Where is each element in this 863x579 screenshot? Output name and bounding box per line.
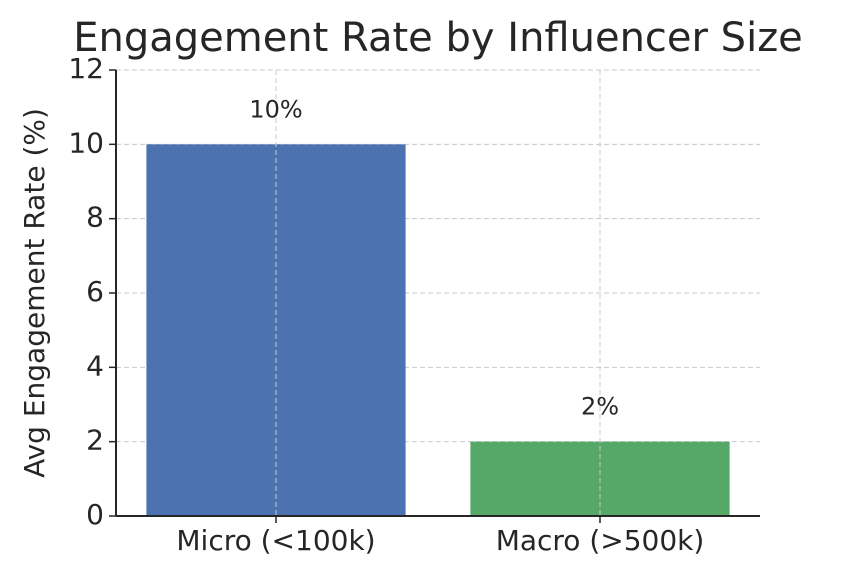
y-axis-label: Avg Engagement Rate (%) xyxy=(18,108,51,478)
value-label: 2% xyxy=(581,393,619,421)
value-label: 10% xyxy=(249,95,302,123)
y-tick-label: 12 xyxy=(68,52,104,85)
y-tick-label: 4 xyxy=(86,349,104,382)
x-tick-label: Micro (<100k) xyxy=(176,524,375,557)
y-tick-label: 8 xyxy=(86,201,104,234)
y-tick-label: 6 xyxy=(86,275,104,308)
y-tick-label: 2 xyxy=(86,424,104,457)
chart-title: Engagement Rate by Influencer Size xyxy=(73,15,803,61)
y-tick-label: 10 xyxy=(68,126,104,159)
x-tick-label: Macro (>500k) xyxy=(496,524,705,557)
y-tick-label: 0 xyxy=(86,498,104,531)
